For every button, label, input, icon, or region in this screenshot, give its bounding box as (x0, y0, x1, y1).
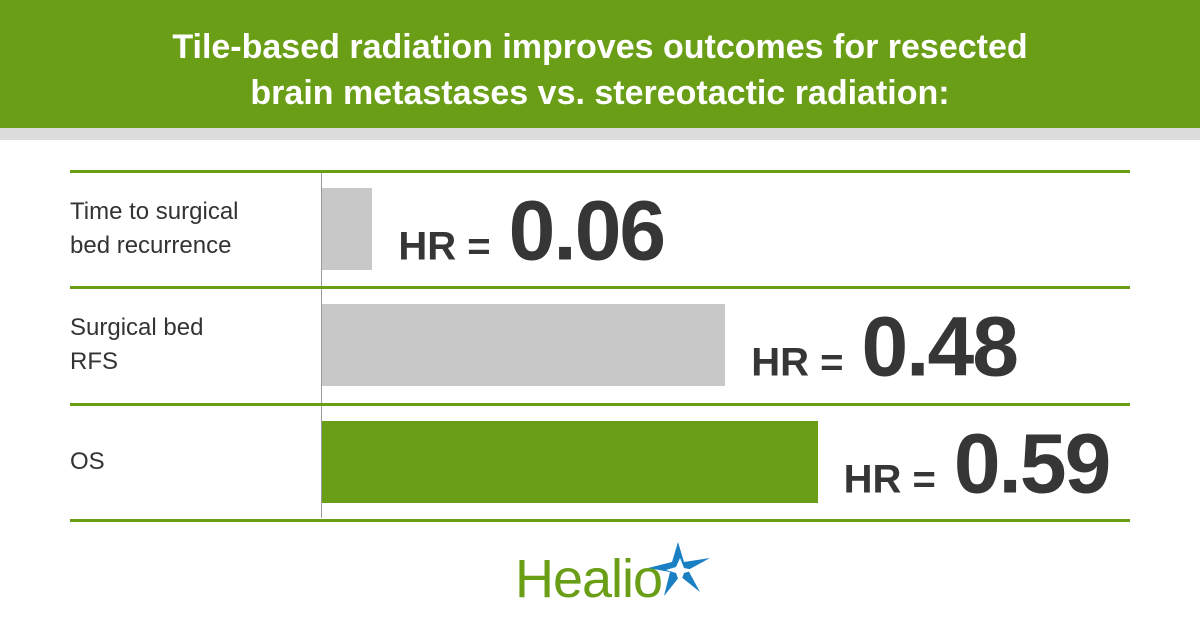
row-divider (70, 286, 1130, 290)
row-divider (70, 170, 1130, 173)
logo-star (648, 542, 710, 596)
value-label: HR = 0.48 (751, 299, 1019, 396)
bar (322, 420, 818, 503)
value-prefix: HR = (398, 224, 491, 269)
value-prefix: HR = (751, 340, 844, 385)
category-label: Time to surgical bed recurrence (70, 198, 239, 260)
bar (322, 188, 373, 271)
value-number: 0.48 (861, 299, 1018, 394)
value-label: HR = 0.06 (398, 183, 666, 280)
brand-logo: Healio (515, 549, 663, 609)
category-label: OS (70, 447, 105, 475)
value-label: HR = 0.59 (843, 415, 1112, 512)
chart-title: Tile-based radiation improves outcomes f… (172, 28, 1028, 112)
category-label: Surgical bed RFS (70, 314, 204, 376)
value-number: 0.06 (508, 183, 666, 278)
row-divider (70, 518, 1130, 522)
header-band (0, 0, 1200, 128)
value-number: 0.59 (953, 416, 1111, 511)
baseline (321, 172, 322, 518)
bar (322, 304, 726, 387)
row-divider (70, 402, 1130, 406)
value-prefix: HR = (843, 457, 936, 502)
header-strip (0, 128, 1200, 140)
